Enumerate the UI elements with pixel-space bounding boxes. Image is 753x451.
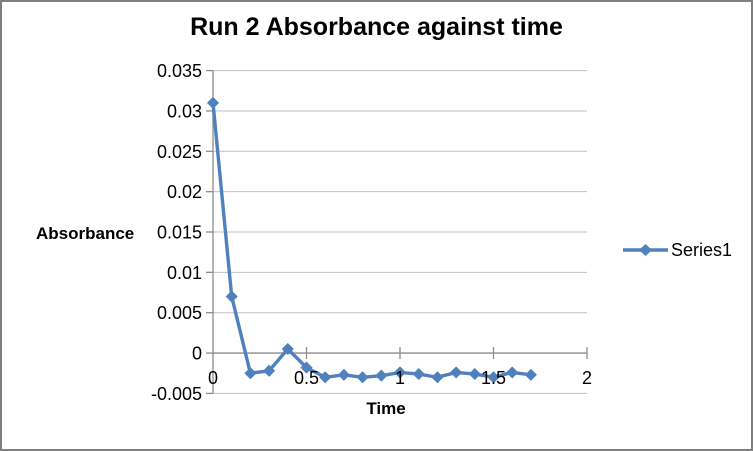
y-tick-label: 0.02: [167, 182, 202, 202]
x-axis-title: Time: [366, 399, 406, 418]
data-point-marker: [319, 371, 332, 384]
data-point-marker: [337, 368, 351, 381]
data-point-marker: [206, 96, 220, 110]
data-point-marker: [431, 371, 444, 384]
y-tick-label: 0.01: [167, 263, 202, 283]
data-point-marker: [412, 367, 425, 381]
data-point-marker: [487, 371, 500, 384]
series-line: [211, 101, 533, 379]
data-point-marker: [449, 366, 463, 379]
y-tick-label: 0.005: [157, 303, 202, 323]
legend: Series1: [622, 238, 732, 262]
y-tick-label: -0.005: [151, 384, 202, 404]
data-point-marker: [244, 367, 257, 380]
x-tick-label: 0.5: [294, 368, 319, 388]
y-axis-title: Absorbance: [36, 224, 135, 243]
data-point-marker: [375, 369, 388, 382]
y-tick-label: 0.025: [157, 142, 202, 162]
y-tick-label: 0.015: [157, 223, 202, 243]
data-point-marker: [393, 366, 407, 379]
data-point-marker: [506, 366, 519, 379]
data-point-marker: [281, 342, 294, 356]
x-tick-label: 1.5: [481, 368, 506, 388]
legend-series-marker: [623, 244, 668, 256]
y-tick-label: 0.035: [157, 61, 202, 81]
data-point-marker: [225, 290, 238, 303]
data-point-marker: [356, 371, 369, 384]
data-point-marker: [468, 367, 481, 381]
chart-title: Run 2 Absorbance against time: [190, 13, 563, 41]
y-tick-label: 0: [192, 344, 202, 364]
x-tick-label: 2: [582, 368, 592, 388]
data-point-marker: [262, 364, 276, 377]
y-tick-label: 0.03: [167, 101, 202, 121]
legend-series-label: Series1: [671, 239, 733, 260]
x-tick-label: 0: [208, 368, 218, 388]
data-point-marker: [524, 368, 538, 381]
data-point-marker: [300, 361, 313, 374]
x-tick-label: 1: [395, 368, 405, 388]
